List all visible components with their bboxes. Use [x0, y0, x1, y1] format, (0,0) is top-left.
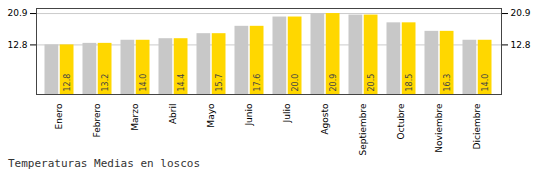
svg-text:17.6: 17.6 [253, 74, 262, 92]
svg-text:Octubre: Octubre [396, 103, 406, 139]
svg-text:20.9: 20.9 [7, 8, 27, 18]
svg-text:Mayo: Mayo [206, 103, 216, 128]
svg-text:20.5: 20.5 [367, 74, 376, 92]
svg-text:Abril: Abril [168, 104, 178, 125]
svg-text:20.0: 20.0 [291, 74, 300, 92]
svg-text:Septiembre: Septiembre [358, 103, 368, 156]
svg-text:14.0: 14.0 [139, 74, 148, 92]
svg-text:Diciembre: Diciembre [472, 103, 482, 149]
svg-text:Julio: Julio [282, 103, 292, 123]
svg-text:18.5: 18.5 [405, 74, 414, 92]
svg-text:Enero: Enero [54, 103, 64, 129]
svg-text:20.9: 20.9 [511, 8, 531, 18]
svg-text:Agosto: Agosto [320, 103, 330, 135]
svg-text:12.8: 12.8 [63, 74, 72, 92]
svg-text:Febrero: Febrero [92, 103, 102, 137]
svg-text:12.8: 12.8 [511, 40, 531, 50]
svg-text:Marzo: Marzo [130, 103, 140, 131]
svg-text:15.7: 15.7 [215, 74, 224, 92]
svg-text:Noviembre: Noviembre [434, 103, 444, 153]
html-text:Temperaturas Medias en loscos: Temperaturas Medias en loscos [8, 157, 201, 170]
svg-text:14.4: 14.4 [177, 74, 186, 92]
svg-text:13.2: 13.2 [101, 74, 110, 92]
svg-text:12.8: 12.8 [7, 40, 27, 50]
svg-text:14.0: 14.0 [481, 74, 490, 92]
svg-text:Junio: Junio [244, 103, 254, 127]
svg-text:16.3: 16.3 [443, 74, 452, 92]
svg-text:20.9: 20.9 [329, 74, 338, 92]
